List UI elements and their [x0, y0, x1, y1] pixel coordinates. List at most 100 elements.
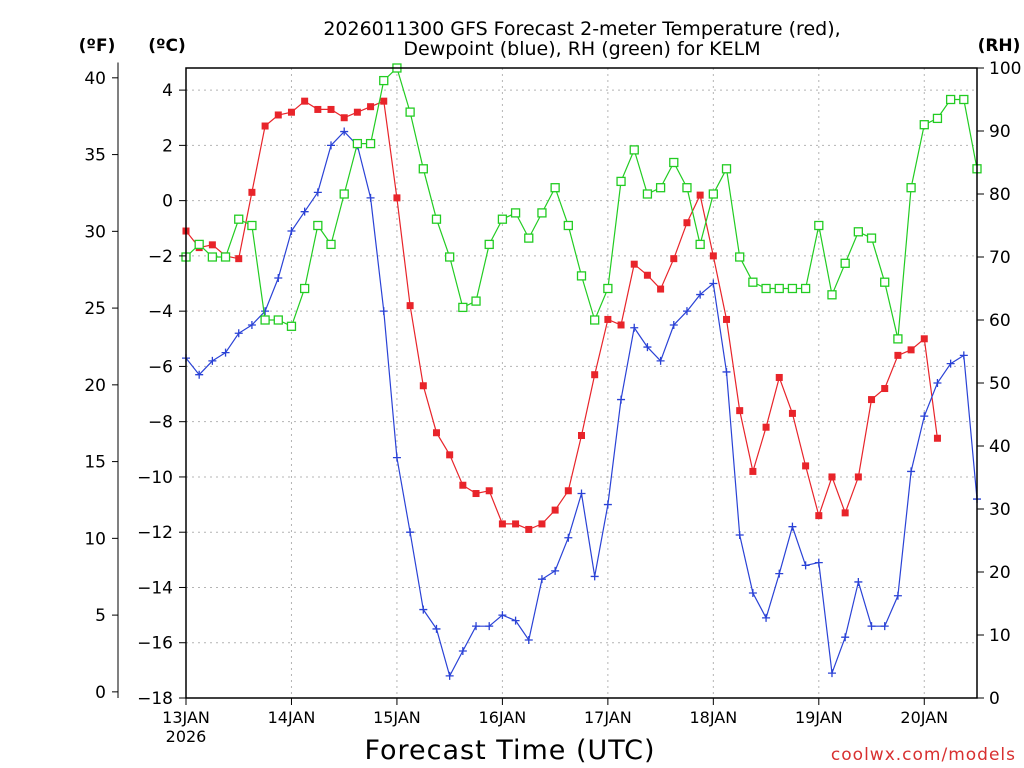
dewpoint-point	[537, 575, 546, 584]
x-tick-label: 14JAN	[268, 708, 316, 727]
temperature-point	[419, 382, 427, 390]
temperature-point	[762, 423, 770, 431]
temperature-point	[828, 473, 836, 481]
rh-point	[431, 214, 442, 224]
temperature-point	[551, 506, 559, 514]
rh-point	[932, 113, 943, 124]
dewpoint-point	[841, 633, 850, 642]
rh-point	[313, 220, 323, 231]
rh-point	[510, 208, 521, 218]
temperature-point	[340, 114, 348, 122]
rh-point	[919, 120, 929, 130]
fahrenheit-tick-label: 25	[84, 299, 106, 319]
fahrenheit-tick-label: 15	[84, 453, 106, 473]
dewpoint-point	[498, 611, 507, 620]
grid-lines	[186, 68, 977, 698]
temperature-point	[261, 122, 269, 130]
dewpoint-point	[854, 577, 863, 586]
fahrenheit-tick-label: 35	[84, 146, 106, 166]
fahrenheit-tick-label: 20	[84, 376, 106, 396]
dewpoint-point	[261, 307, 270, 316]
x-tick-sublabel: 2026	[166, 727, 207, 746]
dewpoint-point	[419, 605, 428, 614]
dewpoint-point	[762, 613, 771, 622]
celsius-tick-label: −8	[148, 413, 173, 433]
celsius-tick-label: −2	[148, 247, 173, 267]
celsius-tick-label: −16	[137, 634, 173, 654]
rh-point	[220, 252, 231, 262]
temperature-point	[472, 490, 480, 498]
rh-point	[550, 183, 560, 193]
x-tick-label: 18JAN	[689, 708, 737, 727]
rh-tick-label: 30	[989, 500, 1011, 520]
rh-tick-label: 100	[989, 59, 1021, 79]
rh-tick-label: 70	[989, 248, 1011, 268]
temperature-point	[235, 255, 243, 263]
temperature-point	[630, 260, 638, 268]
dewpoint-point	[617, 395, 626, 404]
dewpoint-point	[801, 561, 810, 570]
rh-point	[445, 252, 455, 262]
rh-point	[286, 321, 297, 331]
temperature-point	[301, 97, 309, 105]
rh-point	[669, 157, 679, 168]
series-layer	[181, 63, 982, 680]
dewpoint-point	[274, 274, 283, 282]
rh-point	[787, 283, 798, 294]
series-line	[185, 100, 938, 531]
dewpoint-point	[748, 589, 757, 597]
temperature-point	[512, 520, 520, 528]
rh-point	[774, 283, 784, 294]
dewpoint-point	[221, 348, 230, 357]
fahrenheit-tick-label: 0	[95, 683, 106, 703]
temperature-point	[723, 315, 731, 323]
rh-point	[484, 239, 494, 250]
rh-point	[695, 239, 705, 250]
temperature-point	[498, 520, 506, 528]
rh-point	[194, 239, 204, 250]
dewpoint-point	[907, 467, 916, 476]
fahrenheit-tick-label: 5	[95, 606, 106, 626]
dewpoint-point	[696, 290, 705, 299]
dewpoint-point	[432, 624, 441, 633]
temperature-point	[907, 346, 915, 354]
rh-point	[299, 283, 310, 294]
dewpoint-point	[880, 622, 889, 631]
rh-tick-label: 0	[989, 689, 1000, 709]
dewpoint-point	[472, 622, 481, 631]
dewpoint-point	[208, 356, 217, 365]
rh-point	[945, 94, 956, 105]
temperature-point	[868, 396, 876, 404]
x-tick-label: 17JAN	[584, 708, 632, 727]
rh-point	[524, 233, 534, 243]
dewpoint-point	[709, 279, 718, 288]
dewpoint-point	[656, 356, 665, 365]
celsius-tick-label: −10	[137, 468, 173, 488]
rh-point	[616, 176, 626, 187]
temperature-point	[591, 371, 599, 379]
dewpoint-point	[814, 558, 823, 567]
celsius-tick-label: −4	[148, 302, 173, 322]
rh-point	[642, 189, 653, 199]
x-tick-label: 13JAN	[162, 708, 210, 727]
dewpoint-point	[551, 566, 560, 575]
temperature-point	[617, 321, 625, 329]
temperature-point	[815, 512, 823, 520]
rh-point	[326, 239, 336, 250]
x-tick-label: 15JAN	[373, 708, 421, 727]
temperature-point	[736, 407, 744, 415]
rh-tick-label: 50	[989, 374, 1011, 394]
x-axis-title: Forecast Time (UTC)	[364, 735, 655, 766]
celsius-tick-label: −14	[137, 578, 173, 598]
rh-point	[537, 208, 547, 218]
temperature-point	[485, 487, 493, 495]
rh-point	[365, 138, 376, 149]
rh-point	[735, 252, 745, 262]
dewpoint-point	[564, 533, 573, 542]
dewpoint-point	[195, 370, 204, 379]
rh-point	[273, 315, 283, 325]
temperature-point	[854, 473, 862, 481]
series-rh	[181, 63, 982, 344]
celsius-tick-label: −12	[137, 523, 173, 543]
temperature-point	[643, 271, 651, 279]
